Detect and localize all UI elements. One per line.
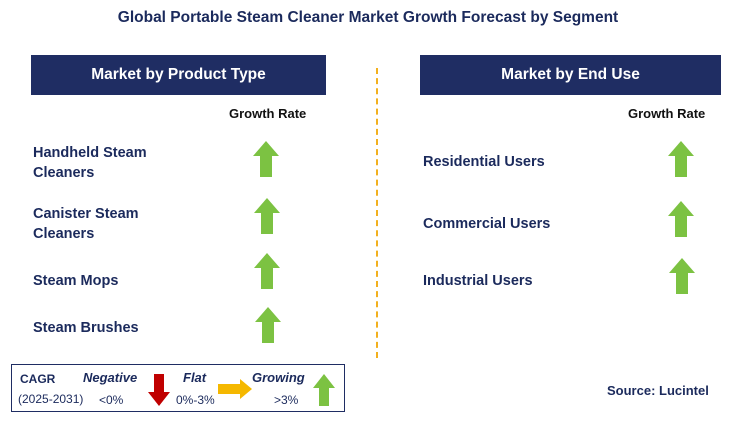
segment-label-steam-mops: Steam Mops: [33, 273, 119, 289]
down-arrow-icon: [148, 374, 170, 406]
up-arrow-icon: [313, 374, 335, 406]
growing-arrow-icon: [255, 307, 281, 343]
legend-growing-label: Growing: [252, 370, 305, 385]
segment-label-commercial: Commercial Users: [423, 216, 551, 232]
segment-label-canister: Canister Steam Cleaners: [33, 206, 139, 242]
legend-period: (2025-2031): [18, 392, 84, 406]
product-growth-rate-label: Growth Rate: [229, 106, 307, 121]
growing-arrow-icon: [668, 141, 694, 177]
legend-negative-range: <0%: [99, 393, 124, 407]
chart-title: Global Portable Steam Cleaner Market Gro…: [117, 9, 619, 26]
cagr-legend: CAGR (2025-2031) Negative <0% Flat 0%-3%…: [11, 364, 345, 412]
growing-arrow-icon: [669, 258, 695, 294]
legend-flat-range: 0%-3%: [176, 393, 215, 407]
source-label: Source: Lucintel: [607, 383, 709, 398]
growing-arrow-icon: [254, 198, 280, 234]
growing-arrow-icon: [254, 253, 280, 289]
segment-label-handheld: Handheld Steam Cleaners: [33, 145, 147, 181]
product-type-header: Market by Product Type: [31, 55, 326, 95]
growing-arrow-icon: [253, 141, 279, 177]
legend-flat-label: Flat: [183, 370, 207, 385]
segment-label-residential: Residential Users: [423, 154, 545, 170]
end-use-growth-rate-label: Growth Rate: [628, 106, 706, 121]
flat-arrow-icon: [218, 379, 252, 399]
legend-cagr-label: CAGR: [20, 372, 56, 386]
legend-growing-range: >3%: [274, 393, 299, 407]
growing-arrow-icon: [668, 201, 694, 237]
segment-label-steam-brushes: Steam Brushes: [33, 320, 139, 336]
panel-divider: [376, 68, 378, 358]
legend-negative-label: Negative: [83, 370, 138, 385]
segment-label-industrial: Industrial Users: [423, 273, 533, 289]
end-use-header: Market by End Use: [420, 55, 721, 95]
